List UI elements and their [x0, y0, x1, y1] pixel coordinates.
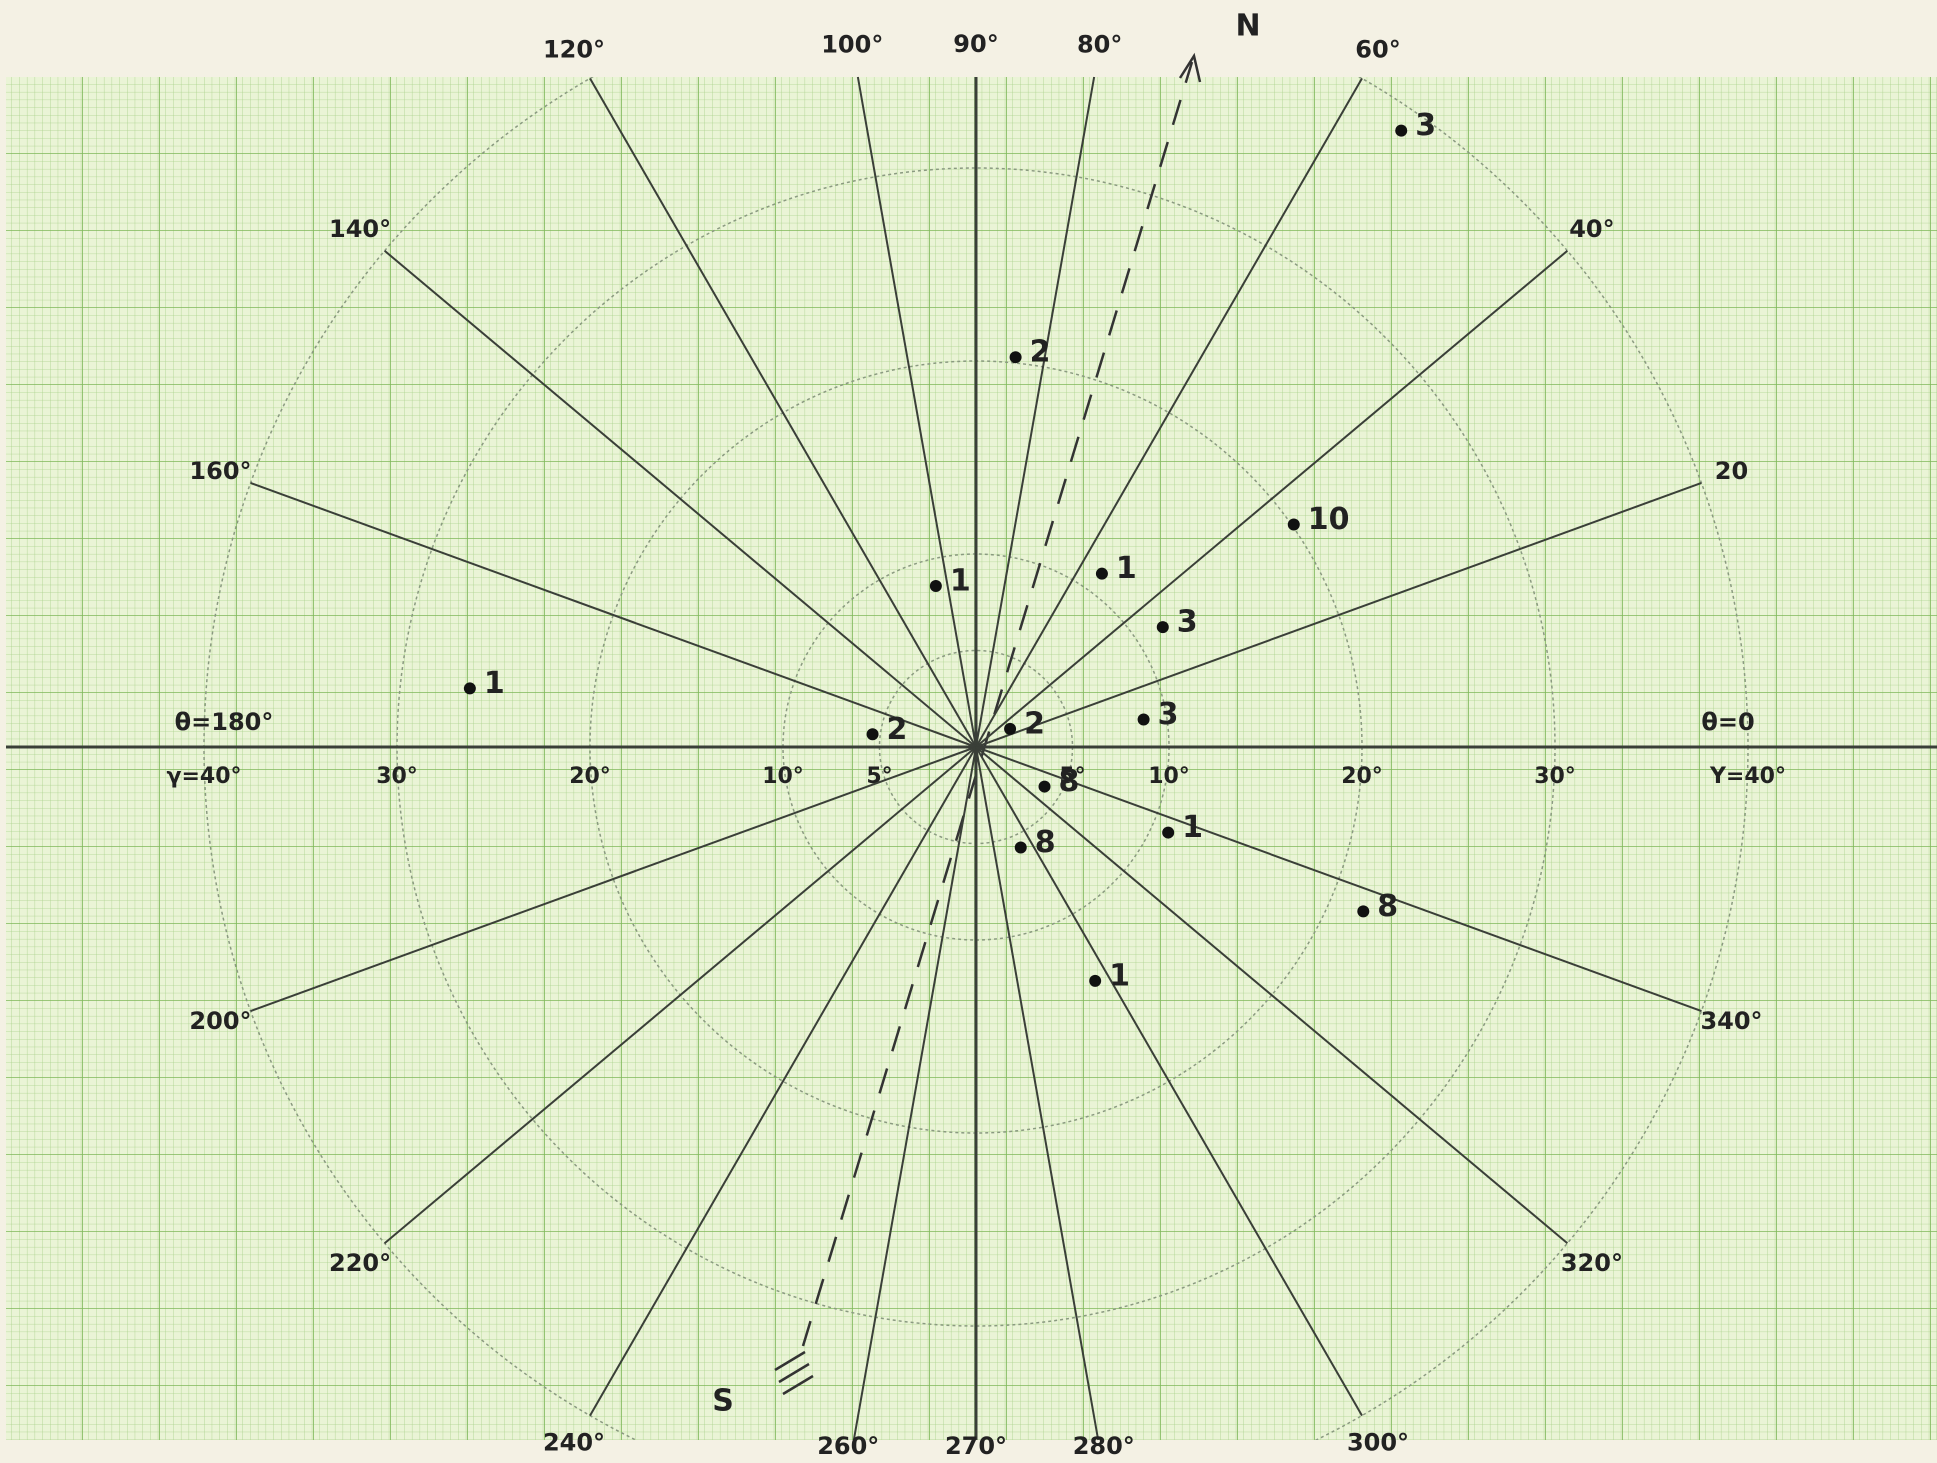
r-tick-label: 20° [1341, 764, 1383, 789]
count-label: 2 [887, 712, 908, 747]
r-tick-label: 10° [762, 764, 804, 789]
theta-tick-label: 220° [329, 1249, 391, 1277]
count-label: 1 [1116, 551, 1137, 586]
r-tick-label: 10° [1148, 764, 1190, 789]
theta-tick-label: 270° [945, 1432, 1007, 1460]
data-point [1004, 723, 1016, 735]
data-point [1010, 351, 1022, 363]
data-point [1162, 827, 1174, 839]
theta-tick-label: 60° [1355, 36, 1400, 64]
data-point [867, 728, 879, 740]
theta-tick-label: 120° [543, 36, 605, 64]
count-label: 1 [950, 563, 971, 598]
theta-tick-label: 40° [1569, 215, 1614, 243]
count-label: 2 [1024, 706, 1045, 741]
theta-tick-label: θ=0 [1701, 708, 1754, 736]
data-point [464, 682, 476, 694]
data-point [1089, 975, 1101, 987]
theta-tick-label: 90° [953, 30, 998, 58]
theta-tick-label: 320° [1561, 1249, 1623, 1277]
r-tick-label: Y=40° [1709, 764, 1786, 789]
graph-grid [6, 77, 1937, 1440]
theta-tick-label: 340° [1700, 1007, 1762, 1035]
count-label: 3 [1415, 108, 1436, 143]
data-point [1015, 841, 1027, 853]
count-label: 8 [1035, 825, 1056, 860]
data-point [930, 580, 942, 592]
count-label: 8 [1059, 764, 1080, 799]
count-label: 1 [1109, 958, 1130, 993]
data-point [1288, 518, 1300, 530]
r-tick-label: 30° [1534, 764, 1576, 789]
theta-tick-label: 20 [1715, 457, 1748, 485]
theta-tick-label: 160° [189, 457, 251, 485]
theta-tick-label: 260° [817, 1432, 879, 1460]
chart: N S 5°10°20°30°Y=40°5°10°20°30°γ=40°θ=02… [0, 0, 1937, 1463]
theta-tick-label: 100° [821, 30, 883, 58]
theta-tick-label: 80° [1077, 30, 1122, 58]
theta-tick-label: 200° [189, 1007, 251, 1035]
count-label: 10 [1308, 502, 1350, 537]
theta-tick-label: 140° [329, 215, 391, 243]
count-label: 8 [1377, 889, 1398, 924]
theta-tick-label: 300° [1347, 1428, 1409, 1456]
data-point [1395, 125, 1407, 137]
r-tick-label: 30° [376, 764, 418, 789]
theta-tick-label: 280° [1073, 1432, 1135, 1460]
r-tick-label: 20° [569, 764, 611, 789]
north-label: N [1235, 9, 1260, 44]
data-point [1138, 714, 1150, 726]
theta-tick-label: 240° [543, 1428, 605, 1456]
count-label: 3 [1177, 605, 1198, 640]
data-point [1157, 621, 1169, 633]
count-label: 1 [1182, 810, 1203, 845]
data-point [1039, 781, 1051, 793]
r-tick-label: γ=40° [166, 764, 241, 789]
count-label: 3 [1158, 697, 1179, 732]
count-label: 1 [484, 666, 505, 701]
data-point [1096, 568, 1108, 580]
count-label: 2 [1030, 335, 1051, 370]
theta-tick-label: θ=180° [175, 708, 274, 736]
south-label: S [712, 1384, 734, 1419]
data-point [1357, 905, 1369, 917]
